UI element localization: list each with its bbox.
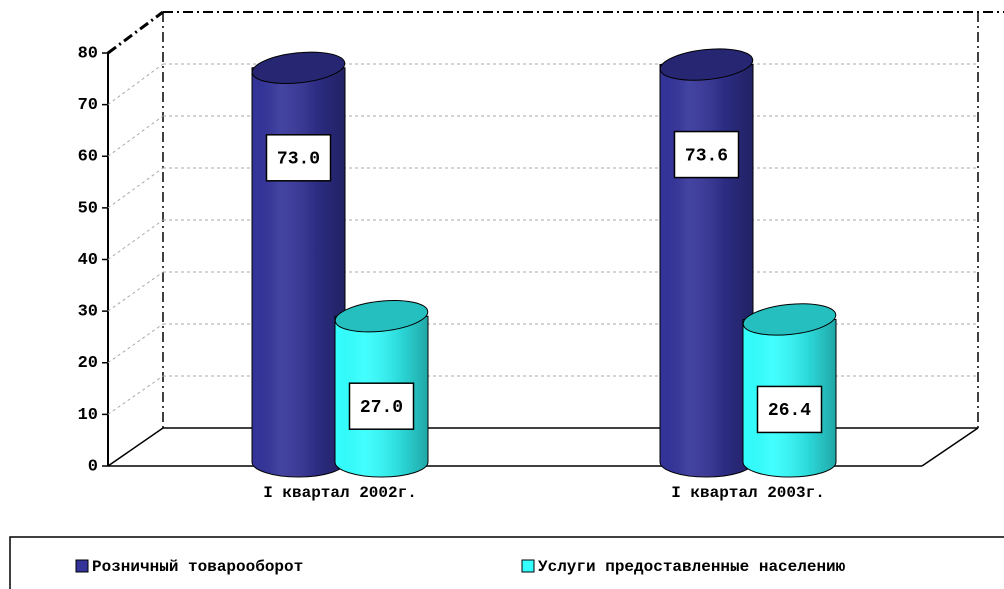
value-label-box — [265, 134, 332, 182]
grid-line — [107, 271, 164, 312]
value-label-box — [673, 130, 740, 179]
cylinder-top-shade — [252, 52, 345, 84]
value-label-box — [756, 385, 823, 434]
value-label: 73.0 — [277, 150, 320, 170]
grid-line — [107, 167, 164, 209]
y-tick-label: 40 — [78, 251, 98, 270]
y-tick-label: 20 — [78, 354, 98, 373]
value-label: 73.6 — [685, 146, 728, 166]
grid-line — [107, 323, 164, 364]
cylinder-shade — [252, 67, 345, 478]
cylinder-top — [334, 300, 429, 333]
legend-swatch — [75, 559, 89, 573]
y-tick-label: 70 — [78, 96, 98, 115]
y-tick-label: 0 — [88, 457, 98, 476]
frame — [107, 10, 1004, 467]
y-tick-label: 10 — [78, 406, 98, 425]
cylinder-top-shade — [335, 300, 428, 332]
y-tick-label: 60 — [78, 148, 98, 167]
value-label-box — [348, 382, 415, 430]
y-tick-label: 80 — [78, 44, 98, 63]
grid-line — [107, 115, 164, 157]
grid-line — [107, 219, 164, 260]
cylinder-top — [659, 48, 754, 81]
x-tick-label: I квартал 2003г. — [671, 484, 825, 502]
cylinder-shade — [660, 64, 753, 478]
y-tick-label: 50 — [78, 199, 98, 218]
y-tick-label: 30 — [78, 303, 98, 322]
cylinder-top — [251, 51, 346, 84]
value-label: 27.0 — [360, 398, 403, 418]
value-label: 26.4 — [768, 401, 811, 421]
cylinder-top — [742, 303, 837, 336]
cylinder — [659, 48, 754, 478]
legend-label: Услуги предоставленные населению — [538, 558, 846, 576]
grid-line — [107, 375, 164, 415]
cylinder — [251, 51, 346, 478]
cylinder-top-shade — [660, 48, 753, 81]
legend-label: Розничный товарооборот — [92, 558, 303, 576]
cylinder-top-shade — [743, 303, 836, 336]
x-tick-label: I квартал 2002г. — [263, 484, 417, 502]
grid-line — [107, 63, 164, 106]
legend-swatch — [521, 559, 535, 573]
legend-box — [9, 536, 1004, 589]
